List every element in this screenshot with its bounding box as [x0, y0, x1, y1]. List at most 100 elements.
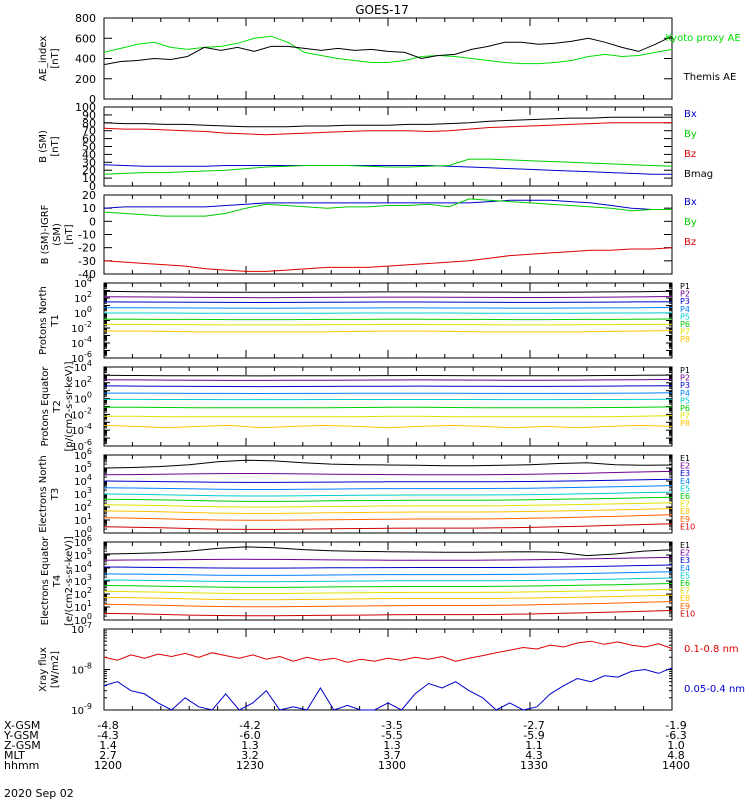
- y-tick-exponent: 6: [87, 534, 92, 543]
- footer-value: -4.8: [97, 719, 118, 732]
- footer-value: 2.7: [99, 749, 117, 762]
- y-tick-exponent: -9: [84, 702, 92, 711]
- legend-entry: P5: [680, 312, 690, 321]
- footer-value: 1.1: [525, 739, 543, 752]
- legend-entry: Bmag: [684, 169, 713, 180]
- y-tick-label: 30: [82, 156, 96, 169]
- y-tick-exponent: 0: [87, 305, 92, 314]
- panel-1-frame: [103, 17, 673, 100]
- y-axis-label: AE_index: [38, 36, 49, 82]
- footer-value: 3.2: [241, 749, 259, 762]
- series-line-e3: [103, 478, 673, 483]
- series-line-e7: [103, 502, 673, 508]
- series-line-themis-ae: [103, 35, 673, 66]
- y-tick-exponent: -6: [84, 438, 92, 447]
- series-line-p8: [103, 424, 673, 429]
- legend-entry: 0.05-0.4 nm: [684, 684, 745, 695]
- y-tick-exponent: -4: [84, 335, 92, 344]
- legend-entry: Bz: [684, 149, 696, 160]
- y-tick-label: 100: [74, 305, 92, 320]
- y-tick-label: 10-2: [71, 320, 92, 335]
- y-tick-exponent: 2: [87, 375, 92, 384]
- legend-entry: P7: [680, 412, 690, 421]
- legend-entry: P2: [680, 290, 690, 299]
- y-tick-label: 10: [82, 202, 96, 215]
- y-tick-label: -40: [78, 268, 96, 281]
- y-tick-exponent: 3: [87, 486, 92, 495]
- y-axis-label: B (SM): [38, 130, 49, 163]
- series-line-e1: [103, 459, 673, 469]
- series-line-e10: [103, 610, 673, 617]
- y-tick-exponent: 1: [87, 512, 92, 521]
- series-line-p4: [104, 306, 673, 309]
- series-line-bx: [103, 199, 672, 210]
- y-axis-label: [nT]: [50, 48, 61, 68]
- series-line-bz: [103, 122, 672, 136]
- series-line-e4: [103, 571, 673, 576]
- y-tick-label: -20: [78, 242, 96, 255]
- y-tick-label: 90: [82, 109, 96, 122]
- series-line-p8: [104, 330, 673, 333]
- legend-entry: E6: [680, 492, 690, 501]
- series-line-p2: [103, 378, 673, 381]
- y-tick-label: 400: [75, 53, 96, 66]
- legend-entry: Kyoto proxy AE: [665, 33, 740, 44]
- series-line-e7: [103, 588, 673, 594]
- legend-entry: Bx: [684, 197, 697, 208]
- series-line-p5: [104, 312, 673, 314]
- y-tick-label: 10-9: [71, 702, 92, 717]
- series-line-e9: [103, 601, 673, 608]
- legend-entry: 0.1-0.8 nm: [684, 644, 739, 655]
- footer-value: -6.3: [665, 729, 686, 742]
- y-tick-exponent: 2: [87, 499, 92, 508]
- y-axis-label: [W/m2]: [50, 651, 61, 688]
- y-axis-label: [e/(cm2-s-sr-keV)]: [64, 536, 75, 626]
- series-line-p2: [103, 296, 673, 299]
- y-tick-label: 80: [82, 117, 96, 130]
- series-line-kyoto-proxy-ae: [103, 35, 673, 65]
- y-tick-exponent: 2: [87, 586, 92, 595]
- y-tick-label: 10: [82, 172, 96, 185]
- y-tick-label: 102: [74, 375, 92, 390]
- legend-entry: E9: [680, 602, 690, 611]
- legend-entry: P6: [680, 320, 690, 329]
- y-tick-exponent: 1: [87, 599, 92, 608]
- legend-entry: E2: [680, 549, 690, 558]
- y-axis-label: T2: [52, 400, 63, 413]
- y-tick-label: 40: [82, 148, 96, 161]
- footer-value: -5.5: [381, 729, 402, 742]
- y-tick-exponent: -2: [84, 406, 92, 415]
- series-line-0-05-0-4-nm: [103, 667, 673, 711]
- series-line-e5: [103, 491, 673, 497]
- series-line-p6: [104, 318, 673, 321]
- panel-8-frame: [103, 628, 673, 711]
- legend-entry: P7: [680, 328, 690, 337]
- plot-title: GOES-17: [355, 3, 409, 17]
- panel-5-frame: [103, 366, 673, 447]
- footer-value: 1.3: [383, 739, 401, 752]
- footer-value: -6.0: [239, 729, 260, 742]
- footer-row-label: hhmm: [4, 759, 39, 772]
- y-tick-exponent: 3: [87, 573, 92, 582]
- footer-value: -1.9: [665, 719, 686, 732]
- legend-entry: P2: [680, 374, 690, 383]
- footer-value: 1.0: [667, 739, 685, 752]
- series-line-e9: [103, 514, 673, 521]
- legend-entry: E5: [680, 571, 690, 580]
- y-tick-exponent: 5: [87, 547, 92, 556]
- y-axis-label: T3: [50, 488, 61, 501]
- y-tick-label: 50: [82, 141, 96, 154]
- legend-entry: P3: [680, 381, 690, 390]
- legend-entry: P8: [680, 335, 690, 344]
- y-axis-label: Protons Equator: [40, 366, 51, 447]
- footer-value: 3.7: [383, 749, 401, 762]
- y-tick-exponent: 4: [87, 275, 92, 284]
- legend-entry: E4: [680, 477, 690, 486]
- series-line-by: [103, 158, 673, 175]
- series-line-p3: [103, 385, 673, 388]
- footer-value: 1.3: [241, 739, 259, 752]
- series-line-e8: [103, 594, 673, 601]
- y-tick-label: 20: [82, 189, 96, 202]
- series-line-e6: [103, 583, 673, 588]
